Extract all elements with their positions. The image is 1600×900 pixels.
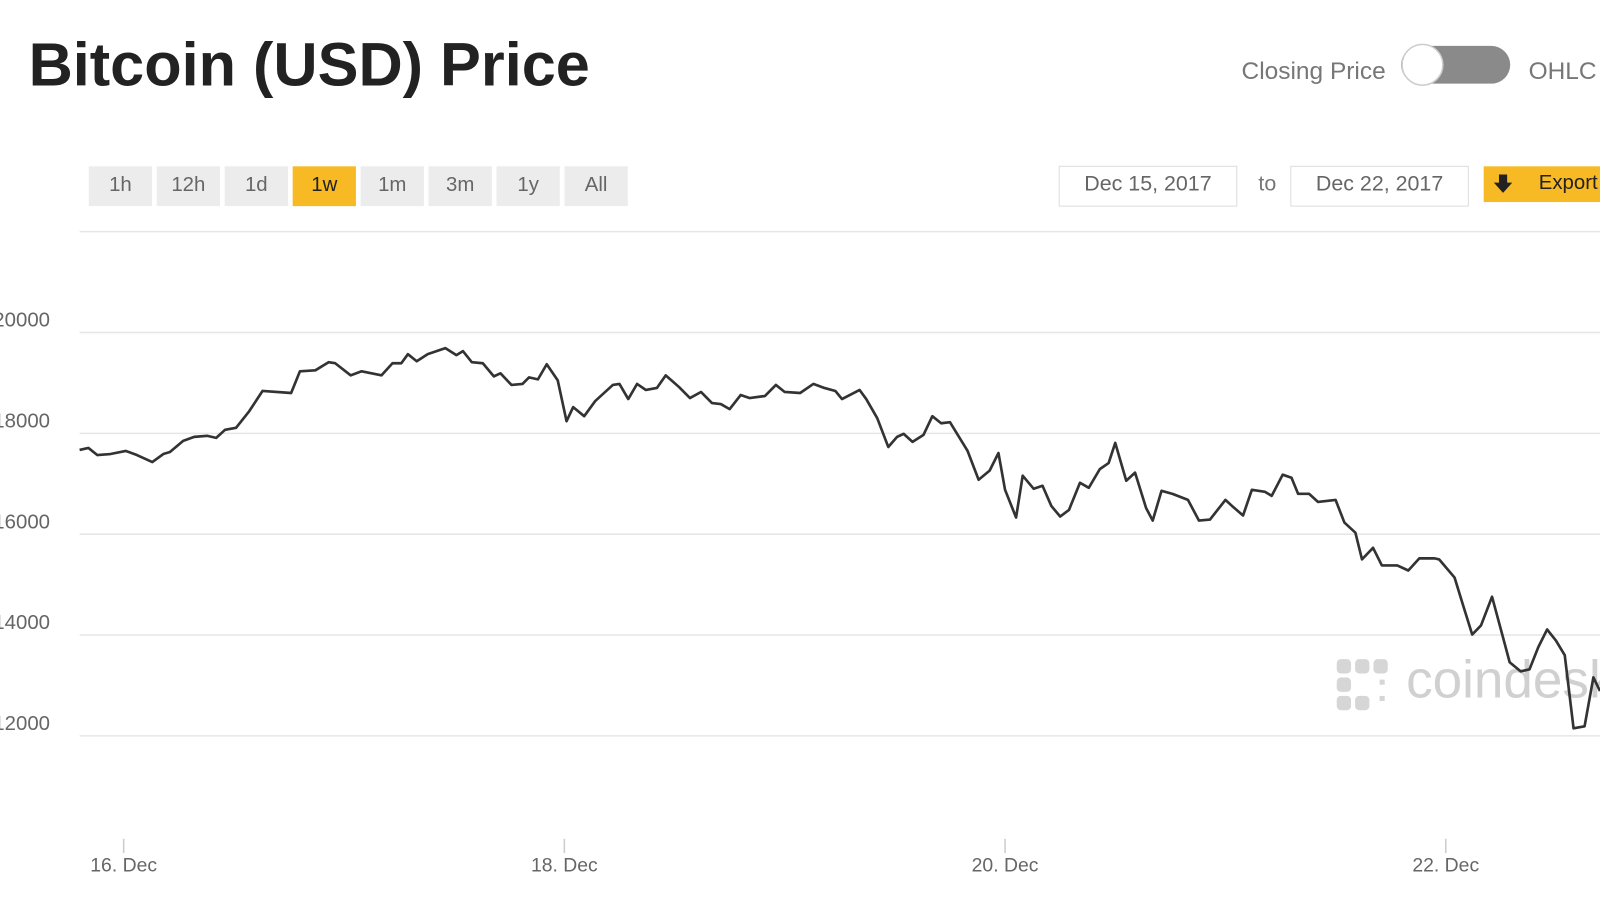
x-tick-label: 18. Dec [531,854,598,876]
logo-dot [1373,659,1388,674]
logo-dot [1336,677,1352,692]
range-button[interactable] [88,166,153,207]
logo-dot [1336,659,1352,674]
watermark-logo [1336,659,1388,711]
y-tick-label: 18000 [0,410,50,432]
toggle-knob[interactable] [1401,43,1444,86]
range-button-label[interactable]: 1w [311,174,337,196]
range-button[interactable] [156,166,220,207]
price-line [79,346,1600,730]
logo-dot [1355,659,1370,674]
date-to: Dec 22, 2017 [1316,171,1443,195]
range-button-label[interactable]: 12h [171,174,205,196]
export-icon [1493,174,1513,193]
toggle-label: OHLC [1529,58,1597,85]
range-button[interactable] [428,166,492,207]
date-input[interactable] [1058,165,1238,207]
range-button-label[interactable]: All [585,174,608,196]
range-button-label[interactable]: 1h [109,174,132,196]
range-button[interactable] [496,166,560,207]
y-tick-label: 12000 [0,713,50,735]
range-button-label[interactable]: 1m [378,174,406,196]
x-tick-label: 20. Dec [972,854,1039,876]
range-button[interactable] [564,166,628,207]
date-input[interactable] [1290,165,1469,207]
logo-dot [1336,695,1352,711]
range-button-label[interactable]: 1y [517,174,539,196]
range-button-label[interactable]: 3m [446,174,474,196]
page-title: Bitcoin (USD) Price [29,31,590,99]
toggle-label: Closing Price [1242,58,1386,85]
range-button[interactable] [292,166,356,207]
date-separator: to [1258,171,1276,195]
export-label: Export [1539,172,1598,194]
range-button[interactable] [224,166,288,207]
logo-dot [1379,679,1385,685]
x-tick-label: 16. Dec [90,854,157,876]
logo-dot [1379,695,1385,702]
y-tick-label: 20000 [0,310,50,332]
range-button-label[interactable]: 1d [245,174,268,196]
logo-dot [1355,695,1370,711]
y-tick-label: 16000 [0,511,50,533]
y-tick-label: 14000 [0,612,50,634]
toggle[interactable] [1401,43,1511,86]
x-tick-label: 22. Dec [1412,854,1479,876]
range-button[interactable] [360,166,424,207]
date-from: Dec 15, 2017 [1084,171,1211,195]
